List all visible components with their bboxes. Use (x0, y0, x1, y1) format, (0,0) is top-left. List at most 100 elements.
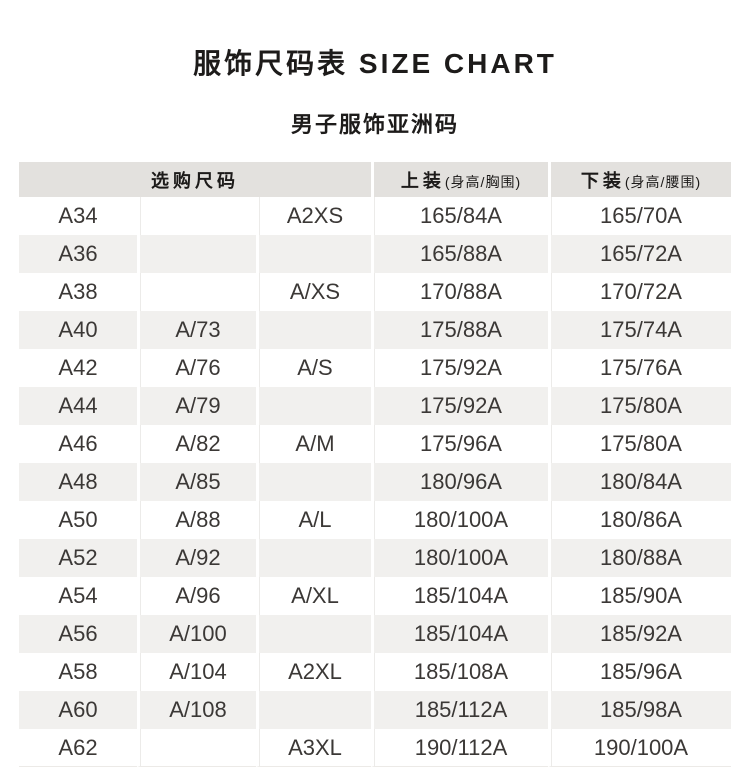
cell-intl-size: A2XS (255, 197, 371, 235)
cell-alt-code: A/85 (136, 463, 256, 501)
cell-alt-code (136, 273, 256, 311)
cell-intl-size: A3XL (255, 729, 371, 767)
cell-bottoms-measure: 175/80A (548, 425, 731, 463)
cell-intl-size (255, 311, 371, 349)
cell-tops-measure: 165/88A (371, 235, 548, 273)
page-title: 服饰尺码表 SIZE CHART (193, 48, 557, 79)
cell-alt-code: A/88 (136, 501, 256, 539)
table-row: A62 A3XL 190/112A 190/100A (18, 729, 731, 767)
cell-size-code: A62 (18, 729, 137, 767)
cell-bottoms-measure: 175/74A (548, 311, 731, 349)
table-row: A34 A2XS 165/84A 165/70A (18, 197, 731, 235)
cell-size-code: A34 (18, 197, 137, 235)
cell-alt-code: A/76 (136, 349, 256, 387)
cell-tops-measure: 185/104A (371, 577, 548, 615)
cell-intl-size (255, 539, 371, 577)
cell-intl-size: A/S (255, 349, 371, 387)
cell-intl-size: A/L (255, 501, 371, 539)
cell-alt-code: A/82 (136, 425, 256, 463)
cell-bottoms-measure: 185/96A (548, 653, 731, 691)
cell-size-code: A40 (18, 311, 137, 349)
cell-bottoms-measure: 175/76A (548, 349, 731, 387)
table-row: A58 A/104 A2XL 185/108A 185/96A (18, 653, 731, 691)
cell-size-code: A60 (18, 691, 137, 729)
cell-bottoms-measure: 165/70A (548, 197, 731, 235)
cell-tops-measure: 175/88A (371, 311, 548, 349)
cell-bottoms-measure: 185/90A (548, 577, 731, 615)
cell-tops-measure: 180/100A (371, 539, 548, 577)
cell-alt-code (136, 235, 256, 273)
header-tops-label: 上装 (400, 170, 445, 191)
cell-alt-code: A/108 (136, 691, 256, 729)
table-row: A60 A/108 185/112A 185/98A (18, 691, 731, 729)
table-row: A42 A/76 A/S 175/92A 175/76A (18, 349, 731, 387)
cell-intl-size: A2XL (255, 653, 371, 691)
table-row: A56 A/100 185/104A 185/92A (18, 615, 731, 653)
cell-alt-code (136, 729, 256, 767)
cell-bottoms-measure: 180/84A (548, 463, 731, 501)
cell-tops-measure: 185/112A (371, 691, 548, 729)
table-row: A44 A/79 175/92A 175/80A (18, 387, 731, 425)
cell-size-code: A50 (18, 501, 137, 539)
cell-size-code: A42 (18, 349, 137, 387)
cell-size-code: A38 (18, 273, 137, 311)
cell-size-code: A54 (18, 577, 137, 615)
page-subtitle: 男子服饰亚洲码 (290, 112, 459, 137)
cell-bottoms-measure: 175/80A (548, 387, 731, 425)
cell-intl-size (255, 463, 371, 501)
header-bottoms: 下装(身高/腰围) (548, 162, 731, 197)
cell-bottoms-measure: 165/72A (548, 235, 731, 273)
size-table: 选购尺码 上装(身高/胸围) 下装(身高/腰围) A34 A2XS 165/84A 1… (18, 162, 731, 767)
table-row: A38 A/XS 170/88A 170/72A (18, 273, 731, 311)
cell-alt-code: A/96 (136, 577, 256, 615)
cell-alt-code: A/92 (136, 539, 256, 577)
cell-intl-size: A/M (255, 425, 371, 463)
cell-size-code: A52 (18, 539, 137, 577)
cell-tops-measure: 180/100A (371, 501, 548, 539)
cell-alt-code: A/104 (136, 653, 256, 691)
cell-intl-size (255, 691, 371, 729)
cell-intl-size (255, 235, 371, 273)
cell-tops-measure: 180/96A (371, 463, 548, 501)
table-row: A50 A/88 A/L 180/100A 180/86A (18, 501, 731, 539)
cell-intl-size: A/XS (255, 273, 371, 311)
cell-size-code: A44 (18, 387, 137, 425)
header-tops: 上装(身高/胸围) (371, 162, 548, 197)
table-row: A40 A/73 175/88A 175/74A (18, 311, 731, 349)
cell-bottoms-measure: 185/92A (548, 615, 731, 653)
cell-tops-measure: 185/104A (371, 615, 548, 653)
table-row: A52 A/92 180/100A 180/88A (18, 539, 731, 577)
cell-size-code: A46 (18, 425, 137, 463)
cell-tops-measure: 175/92A (371, 387, 548, 425)
cell-alt-code: A/79 (136, 387, 256, 425)
cell-intl-size (255, 387, 371, 425)
cell-bottoms-measure: 180/88A (548, 539, 731, 577)
cell-alt-code: A/73 (136, 311, 256, 349)
cell-tops-measure: 170/88A (371, 273, 548, 311)
header-bottoms-subnote: (身高/腰围) (624, 173, 702, 190)
cell-bottoms-measure: 185/98A (548, 691, 731, 729)
table-header-row: 选购尺码 上装(身高/胸围) 下装(身高/腰围) (18, 162, 731, 197)
cell-size-code: A56 (18, 615, 137, 653)
cell-intl-size (255, 615, 371, 653)
cell-size-code: A58 (18, 653, 137, 691)
cell-bottoms-measure: 180/86A (548, 501, 731, 539)
cell-tops-measure: 190/112A (371, 729, 548, 767)
table-row: A46 A/82 A/M 175/96A 175/80A (18, 425, 731, 463)
table-row: A36 165/88A 165/72A (18, 235, 731, 273)
header-tops-subnote: (身高/胸围) (444, 173, 522, 190)
cell-tops-measure: 185/108A (371, 653, 548, 691)
table-row: A54 A/96 A/XL 185/104A 185/90A (18, 577, 731, 615)
table-row: A48 A/85 180/96A 180/84A (18, 463, 731, 501)
cell-tops-measure: 175/96A (371, 425, 548, 463)
size-table-body: A34 A2XS 165/84A 165/70A A36 165/88A 165/72A A3… (18, 197, 731, 767)
cell-alt-code: A/100 (136, 615, 256, 653)
cell-size-code: A36 (18, 235, 137, 273)
header-bottoms-label: 下装 (580, 170, 625, 191)
cell-tops-measure: 165/84A (371, 197, 548, 235)
cell-bottoms-measure: 170/72A (548, 273, 731, 311)
cell-intl-size: A/XL (255, 577, 371, 615)
cell-size-code: A48 (18, 463, 137, 501)
header-purchase-size: 选购尺码 (18, 162, 371, 197)
